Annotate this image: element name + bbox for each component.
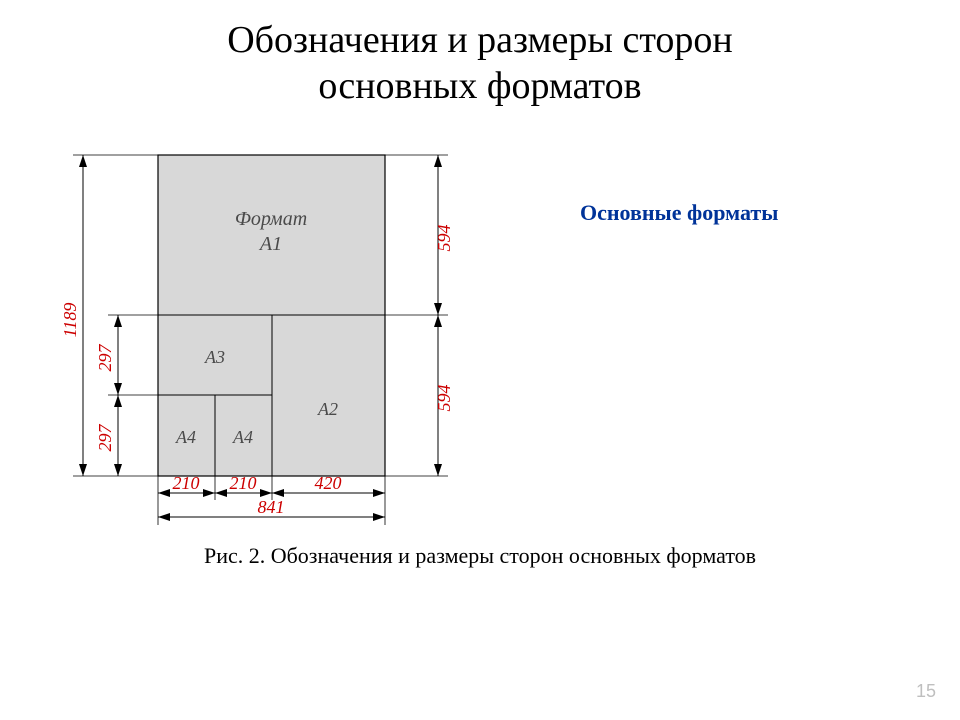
- dim-594-bot: 594: [434, 385, 454, 412]
- dim-1189: 1189: [60, 303, 80, 338]
- side-heading: Основные форматы: [580, 200, 778, 226]
- title-line-1: Обозначения и размеры сторон: [227, 19, 733, 61]
- label-a4-right: A4: [232, 427, 253, 447]
- figure-caption: Рис. 2. Обозначения и размеры сторон осн…: [0, 543, 960, 569]
- dim-297-bot: 297: [95, 424, 115, 452]
- label-a3: A3: [204, 347, 225, 367]
- label-a1-line1: Формат: [235, 208, 307, 230]
- label-a4-left: A4: [175, 427, 196, 447]
- dim-841: 841: [258, 497, 285, 517]
- page-number: 15: [916, 681, 936, 702]
- label-a2: A2: [317, 399, 338, 419]
- title-line-2: основных форматов: [318, 65, 641, 107]
- formats-diagram: Формат A1 A2 A3 A4 A4 1189 297 297 594 5…: [18, 115, 558, 535]
- page-title: Обозначения и размеры сторон основных фо…: [0, 0, 960, 109]
- dim-297-top: 297: [95, 344, 115, 372]
- dim-594-top: 594: [434, 225, 454, 252]
- dim-420: 420: [315, 473, 342, 493]
- dim-210-right: 210: [230, 473, 257, 493]
- dim-210-left: 210: [173, 473, 200, 493]
- label-a1-line2: A1: [258, 233, 282, 255]
